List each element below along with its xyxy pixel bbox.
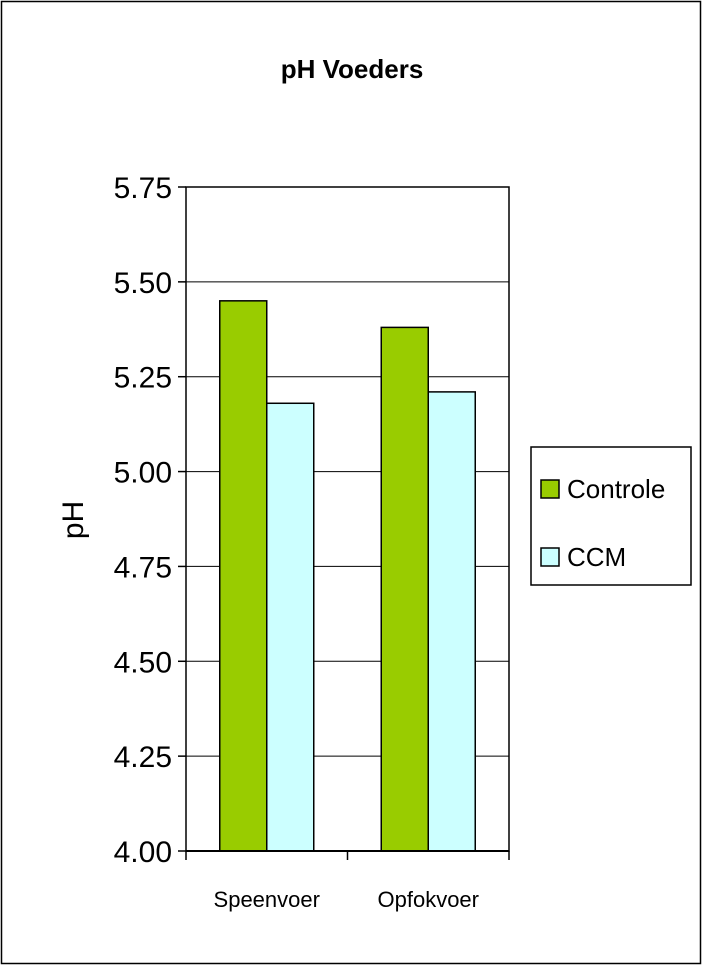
y-tick-label: 4.25 [114, 741, 172, 774]
axes [178, 186, 510, 860]
y-tick-label: 4.50 [114, 646, 172, 679]
y-tick-label: 4.00 [114, 836, 172, 869]
legend-swatch [540, 547, 560, 567]
x-category-label: Speenvoer [214, 887, 320, 912]
bar-controle-speenvoer [219, 300, 268, 852]
legend: Controle CCM [530, 446, 692, 586]
x-category-label: Opfokvoer [378, 887, 480, 912]
legend-entry-label: Controle [567, 474, 665, 504]
y-tick-label: 5.75 [114, 172, 172, 205]
bars [219, 300, 476, 852]
bar-controle-opfokvoer [380, 326, 429, 852]
legend-swatch [540, 479, 560, 499]
y-tick-label: 4.75 [114, 551, 172, 584]
bar-ccm-speenvoer [266, 402, 315, 852]
y-axis-label: pH [57, 501, 90, 539]
x-category-labels: Speenvoer Opfokvoer [214, 887, 479, 912]
bar-ccm-opfokvoer [427, 391, 476, 852]
chart-title: pH Voeders [281, 54, 424, 84]
y-tick-labels: 4.00 4.25 4.50 4.75 5.00 5.25 5.50 5.75 [114, 172, 172, 869]
y-tick-label: 5.25 [114, 362, 172, 395]
legend-entry-label: CCM [567, 542, 626, 572]
y-tick-label: 5.50 [114, 267, 172, 300]
y-tick-label: 5.00 [114, 457, 172, 490]
